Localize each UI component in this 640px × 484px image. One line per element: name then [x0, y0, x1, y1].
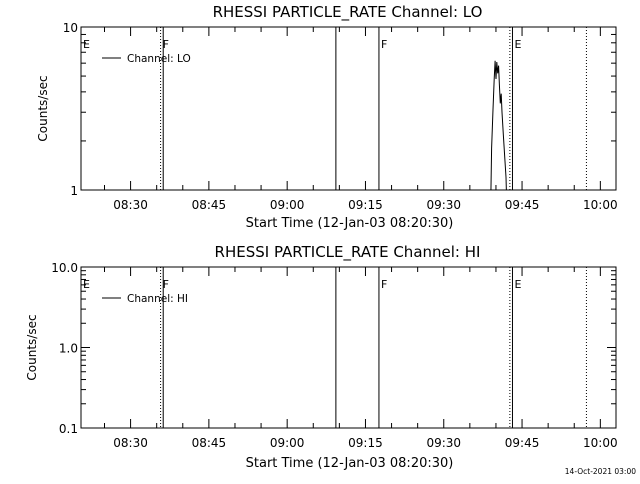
event-marker-label: F: [381, 38, 387, 51]
x-tick-label: 09:45: [505, 198, 540, 212]
event-marker-label: F: [381, 278, 387, 291]
y-tick-label: 1.0: [59, 342, 78, 356]
x-tick-label: 09:30: [426, 198, 461, 212]
series-group: [490, 60, 507, 190]
x-axis-label: Start Time (12-Jan-03 08:20:30): [246, 456, 454, 471]
x-axis-label: Start Time (12-Jan-03 08:20:30): [246, 216, 454, 231]
x-tick-label: 09:15: [348, 198, 383, 212]
y-tick-label: 1: [70, 184, 78, 198]
generation-timestamp: 14-Oct-2021 03:00: [565, 467, 636, 476]
event-marker-label: E: [83, 38, 90, 51]
x-tick-label: 09:00: [270, 198, 305, 212]
x-tick-label: 08:30: [113, 198, 148, 212]
chart-title: RHESSI PARTICLE_RATE Channel: HI: [215, 243, 481, 262]
lo-channel-panel: RHESSI PARTICLE_RATE Channel: LO Counts/s…: [36, 3, 618, 231]
hi-channel-panel: RHESSI PARTICLE_RATE Channel: HI Counts/s…: [25, 243, 618, 471]
event-marker-label: F: [163, 38, 169, 51]
event-marker-label: E: [514, 278, 521, 291]
x-tick-label: 08:30: [113, 436, 148, 450]
y-tick-label: 10.0: [51, 261, 78, 275]
x-tick-label: 10:00: [583, 436, 618, 450]
x-tick-label: 09:30: [426, 436, 461, 450]
x-tick-label: 09:45: [505, 436, 540, 450]
y-axis-label: Counts/sec: [36, 75, 50, 141]
x-tick-label: 09:00: [270, 436, 305, 450]
event-marker-label: E: [83, 278, 90, 291]
legend-label: Channel: HI: [127, 293, 188, 305]
y-tick-label: 10: [63, 21, 78, 35]
legend-label: Channel: LO: [127, 53, 191, 65]
event-marker-label: F: [163, 278, 169, 291]
y-axis-label: Counts/sec: [25, 314, 39, 380]
x-tick-label: 08:45: [192, 198, 227, 212]
plot-frame: [80, 266, 617, 429]
y-tick-label: 0.1: [59, 422, 78, 436]
x-tick-label: 09:15: [348, 436, 383, 450]
x-tick-label: 08:45: [192, 436, 227, 450]
chart-title: RHESSI PARTICLE_RATE Channel: LO: [213, 3, 483, 22]
series-line-0: [490, 60, 507, 190]
x-tick-label: 10:00: [583, 198, 618, 212]
event-marker-label: E: [514, 38, 521, 51]
plot-frame: [80, 26, 617, 191]
